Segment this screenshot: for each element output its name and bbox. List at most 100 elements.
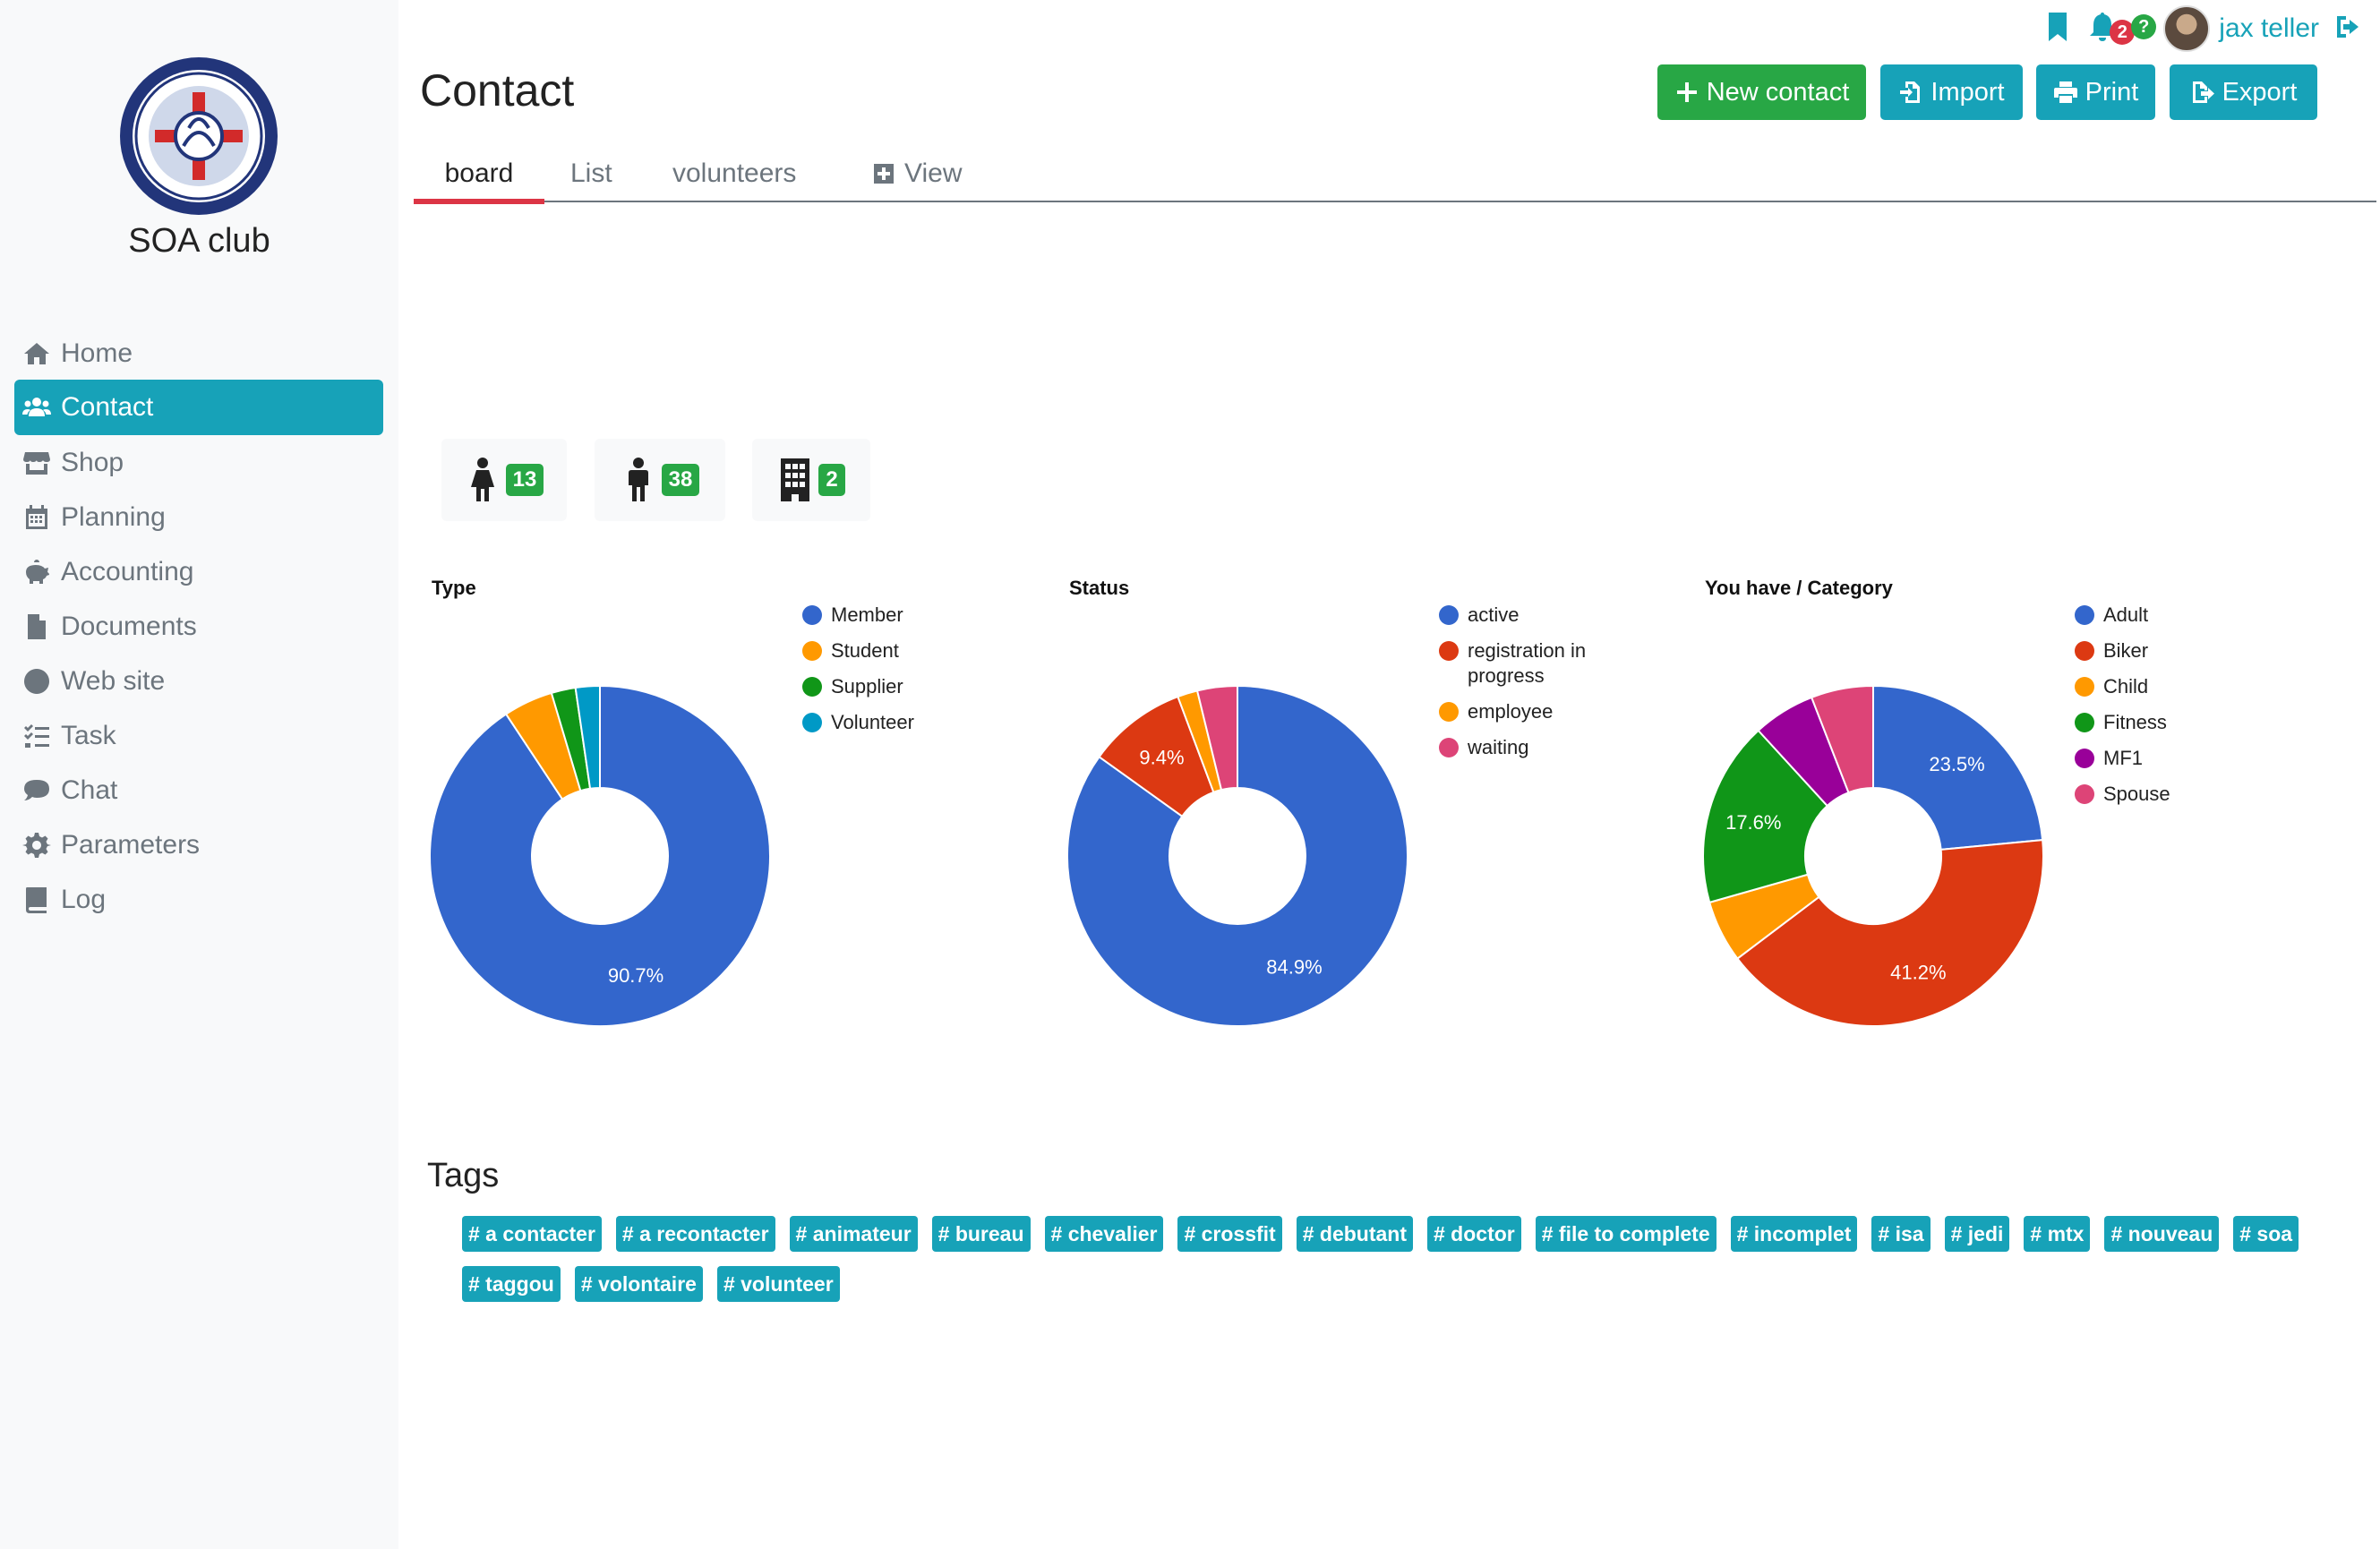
- export-button[interactable]: Export: [2170, 64, 2317, 120]
- tag-chip[interactable]: # volontaire: [574, 1266, 703, 1302]
- sidebar-item-home[interactable]: Home: [14, 326, 383, 381]
- tag-chip[interactable]: # crossfit: [1177, 1216, 1282, 1252]
- print-button[interactable]: Print: [2036, 64, 2155, 120]
- legend-label: employee: [1468, 700, 1554, 723]
- company-count-card[interactable]: 2: [752, 439, 870, 521]
- legend-item[interactable]: Adult: [2075, 603, 2272, 628]
- tag-chip[interactable]: # debutant: [1296, 1216, 1413, 1252]
- male-count-card[interactable]: 38: [595, 439, 725, 521]
- sidebar-item-accounting[interactable]: Accounting: [14, 544, 383, 600]
- tag-chip[interactable]: # a recontacter: [615, 1216, 775, 1252]
- tag-chip[interactable]: # isa: [1871, 1216, 1931, 1252]
- sidebar-item-chat[interactable]: Chat: [14, 763, 383, 818]
- import-button[interactable]: Import: [1880, 64, 2023, 120]
- avatar[interactable]: [2163, 5, 2211, 52]
- building-icon: [781, 458, 810, 501]
- legend-label: waiting: [1468, 736, 1529, 758]
- pie-slice-biker[interactable]: [1736, 839, 2044, 1027]
- globe-icon: [21, 666, 52, 697]
- sidebar-item-task[interactable]: Task: [14, 708, 383, 764]
- notifications[interactable]: 2 ?: [2088, 9, 2157, 48]
- female-count-badge: 13: [505, 464, 544, 496]
- help-badge[interactable]: ?: [2131, 14, 2157, 39]
- tab-board[interactable]: board: [414, 149, 544, 204]
- tab-list-label: List: [570, 158, 612, 188]
- sidebar-item-documents[interactable]: Documents: [14, 599, 383, 655]
- club-logo[interactable]: [119, 56, 278, 216]
- sidebar-item-contact[interactable]: Contact: [14, 380, 383, 435]
- legend-item[interactable]: Member: [802, 603, 1035, 628]
- chart-type-legend: Member Student Supplier Volunteer: [802, 603, 1035, 746]
- pie-slice-fitness[interactable]: [1702, 729, 1829, 904]
- tasks-icon: [21, 721, 52, 751]
- tag-chip[interactable]: # a contacter: [462, 1216, 602, 1252]
- sidebar-item-log[interactable]: Log: [14, 872, 383, 928]
- tab-list[interactable]: List: [570, 149, 612, 199]
- tag-chip[interactable]: # file to complete: [1535, 1216, 1717, 1252]
- tag-chip[interactable]: # bureau: [931, 1216, 1031, 1252]
- page-title: Contact: [420, 65, 575, 116]
- tag-chip[interactable]: # incomplet: [1730, 1216, 1858, 1252]
- legend-swatch: [2075, 641, 2094, 661]
- tag-chip[interactable]: # soa: [2233, 1216, 2299, 1252]
- export-label: Export: [2222, 77, 2298, 107]
- legend-label: Supplier: [831, 675, 903, 697]
- legend-item[interactable]: Volunteer: [802, 710, 1035, 735]
- tag-chip[interactable]: # mtx: [2024, 1216, 2091, 1252]
- home-icon: [21, 338, 52, 369]
- legend-item[interactable]: waiting: [1439, 735, 1636, 760]
- tag-chip[interactable]: # volunteer: [716, 1266, 840, 1302]
- legend-label: Member: [831, 603, 903, 626]
- legend-swatch: [802, 605, 822, 625]
- tab-view[interactable]: View: [872, 149, 962, 199]
- chart-status-donut: 84.9% 9.4%: [1066, 684, 1408, 1027]
- tag-chip[interactable]: # jedi: [1944, 1216, 2010, 1252]
- legend-item[interactable]: active: [1439, 603, 1636, 628]
- tag-chip[interactable]: # nouveau: [2104, 1216, 2220, 1252]
- sidebar-item-parameters[interactable]: Parameters: [14, 817, 383, 873]
- legend-item[interactable]: MF1: [2075, 746, 2272, 771]
- slice-value-label: 41.2%: [1890, 962, 1946, 984]
- slice-value-label: 17.6%: [1725, 811, 1781, 834]
- tag-chip[interactable]: # animateur: [789, 1216, 918, 1252]
- username-link[interactable]: jax teller: [2219, 13, 2319, 43]
- tag-chip[interactable]: # chevalier: [1044, 1216, 1164, 1252]
- legend-item[interactable]: Child: [2075, 674, 2272, 699]
- legend-item[interactable]: Spouse: [2075, 782, 2272, 807]
- legend-swatch: [2075, 713, 2094, 732]
- pie-slice-spouse[interactable]: [1810, 684, 1874, 794]
- company-count-badge: 2: [818, 464, 845, 496]
- legend-item[interactable]: Supplier: [802, 674, 1035, 699]
- legend-label: Adult: [2103, 603, 2149, 626]
- legend-label: Volunteer: [831, 711, 914, 733]
- male-icon: [628, 458, 648, 501]
- slice-value-label: 9.4%: [1139, 747, 1184, 769]
- legend-label: MF1: [2103, 747, 2143, 769]
- sidebar-item-planning[interactable]: Planning: [14, 490, 383, 545]
- legend-item[interactable]: employee: [1439, 699, 1636, 724]
- legend-item[interactable]: Biker: [2075, 638, 2272, 663]
- sidebar-item-label: Accounting: [61, 557, 194, 586]
- pie-slice-waiting[interactable]: [1195, 684, 1238, 792]
- tags-title: Tags: [427, 1157, 500, 1194]
- logout-icon[interactable]: [2333, 11, 2362, 47]
- tag-chip[interactable]: # doctor: [1427, 1216, 1521, 1252]
- new-contact-button[interactable]: New contact: [1657, 64, 1866, 120]
- tag-chip[interactable]: # taggou: [462, 1266, 561, 1302]
- tab-volunteers[interactable]: volunteers: [672, 149, 796, 199]
- bookmark-icon[interactable]: [2043, 11, 2072, 47]
- female-count-card[interactable]: 13: [441, 439, 567, 521]
- sidebar-item-website[interactable]: Web site: [14, 654, 383, 709]
- pie-slice-active[interactable]: [1066, 684, 1408, 1027]
- female-icon: [470, 458, 494, 501]
- pie-slice-member[interactable]: [429, 684, 771, 1027]
- sidebar-item-shop[interactable]: Shop: [14, 435, 383, 491]
- legend-item[interactable]: Student: [802, 638, 1035, 663]
- legend-label: Spouse: [2103, 783, 2170, 805]
- pie-slice-adult[interactable]: [1872, 684, 2044, 851]
- store-icon: [21, 448, 52, 478]
- legend-item[interactable]: registration in progress: [1439, 638, 1636, 689]
- legend-label: Child: [2103, 675, 2149, 697]
- legend-item[interactable]: Fitness: [2075, 710, 2272, 735]
- pie-slice-volunteer[interactable]: [574, 684, 601, 790]
